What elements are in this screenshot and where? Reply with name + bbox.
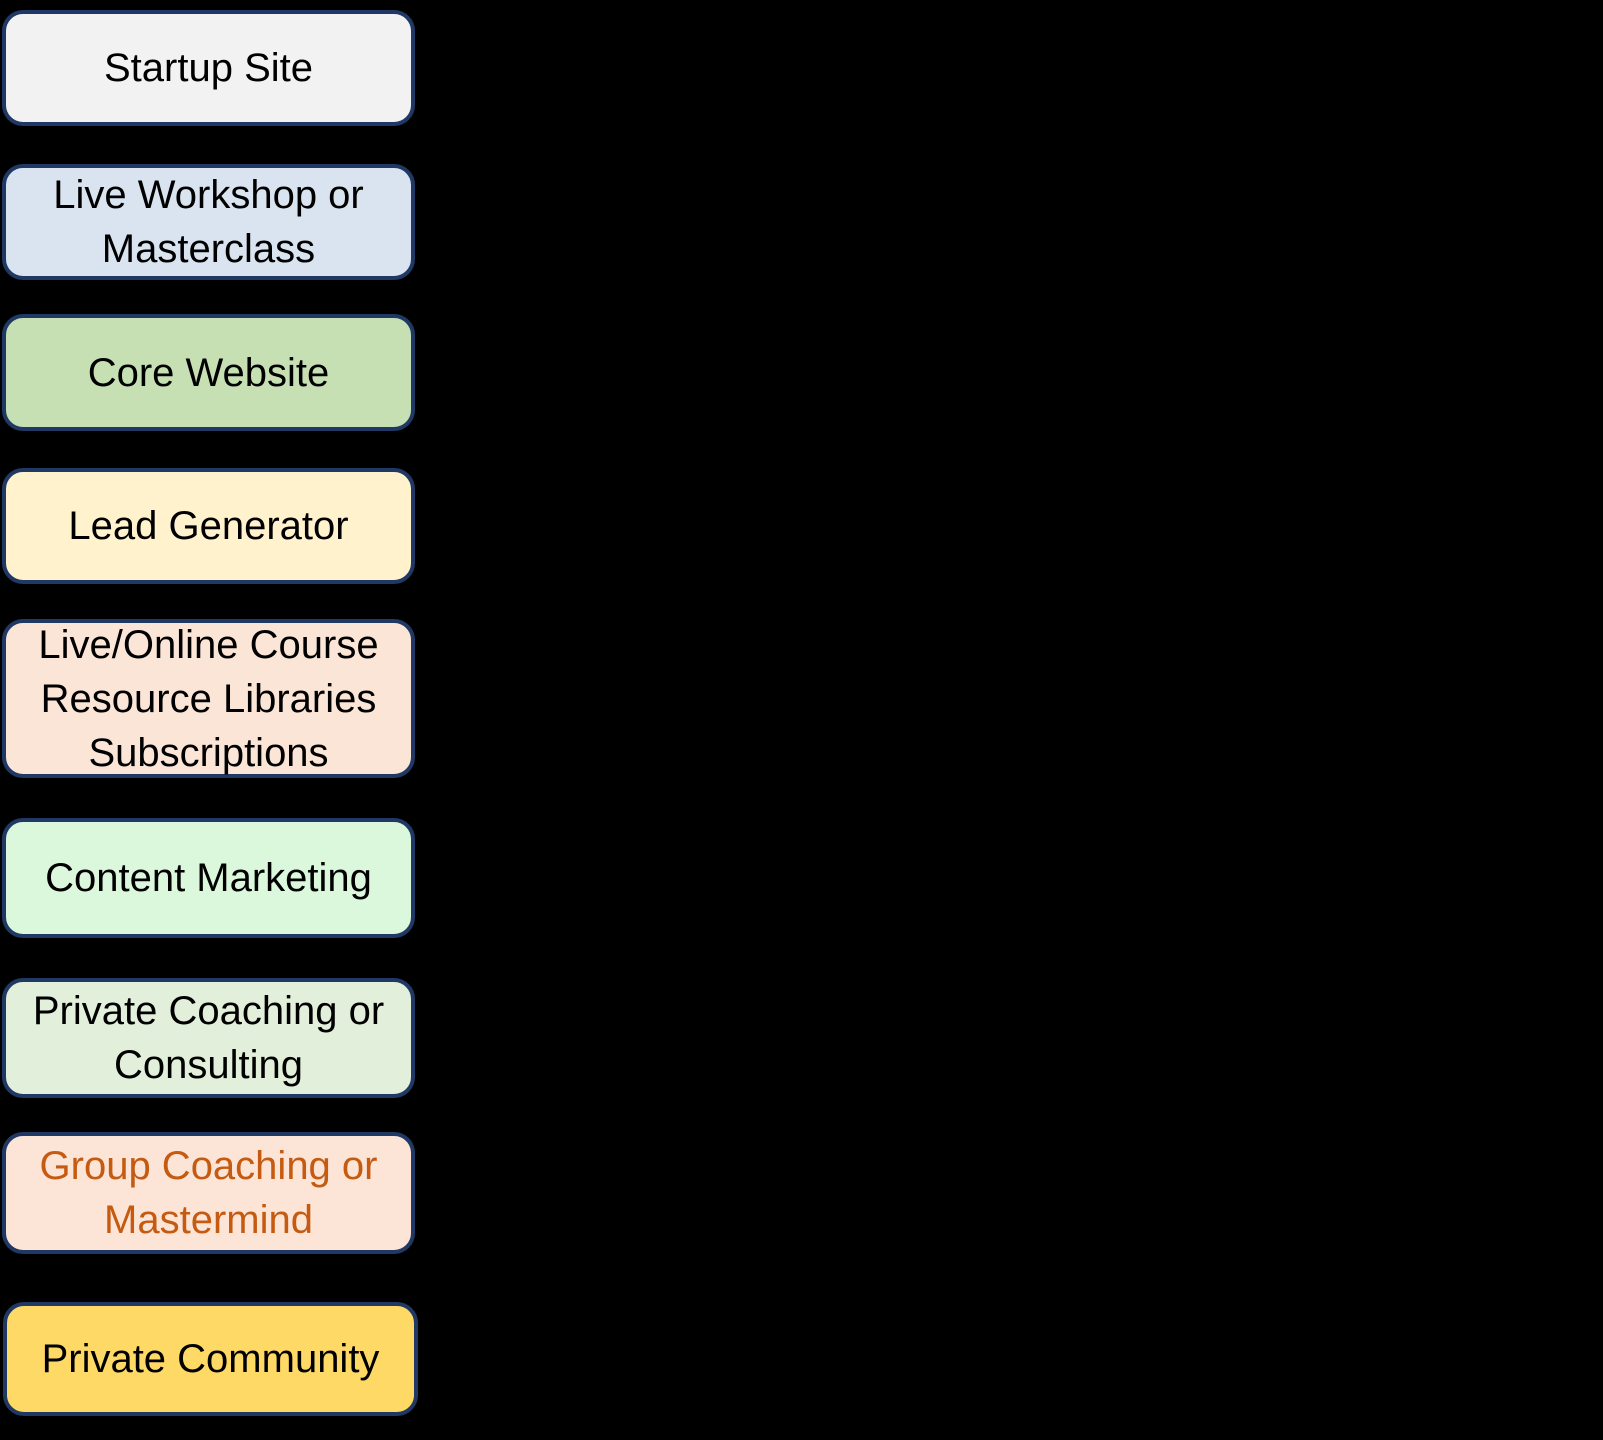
legend-box-private-community: Private Community <box>3 1302 418 1416</box>
legend-box-live-online-course-resource-libraries-subscriptions: Live/Online Course Resource Libraries Su… <box>2 619 415 778</box>
legend-box-label-live-workshop-or-masterclass: Live Workshop or Masterclass <box>53 173 364 271</box>
legend-box-label-live-online-course-resource-libraries-subscriptions: Live/Online Course Resource Libraries Su… <box>38 622 379 775</box>
legend-box-live-workshop-or-masterclass: Live Workshop or Masterclass <box>2 164 415 280</box>
legend-box-startup-site: Startup Site <box>2 10 415 126</box>
legend-box-content-marketing: Content Marketing <box>2 818 415 938</box>
legend-box-group-coaching-or-mastermind: Group Coaching or Mastermind <box>2 1132 415 1254</box>
legend-box-label-lead-generator: Lead Generator <box>68 504 349 548</box>
legend-box-label-group-coaching-or-mastermind: Group Coaching or Mastermind <box>39 1144 378 1242</box>
legend-box-label-content-marketing: Content Marketing <box>45 856 372 900</box>
legend-box-private-coaching-or-consulting: Private Coaching or Consulting <box>2 978 415 1098</box>
legend-box-label-core-website: Core Website <box>87 350 330 395</box>
legend-box-label-startup-site: Startup Site <box>103 46 313 90</box>
legend-box-lead-generator: Lead Generator <box>2 468 415 584</box>
legend-box-label-private-coaching-or-consulting: Private Coaching or Consulting <box>32 989 385 1087</box>
legend-box-label-private-community: Private Community <box>41 1337 380 1381</box>
legend-box-core-website: Core Website <box>2 314 415 431</box>
